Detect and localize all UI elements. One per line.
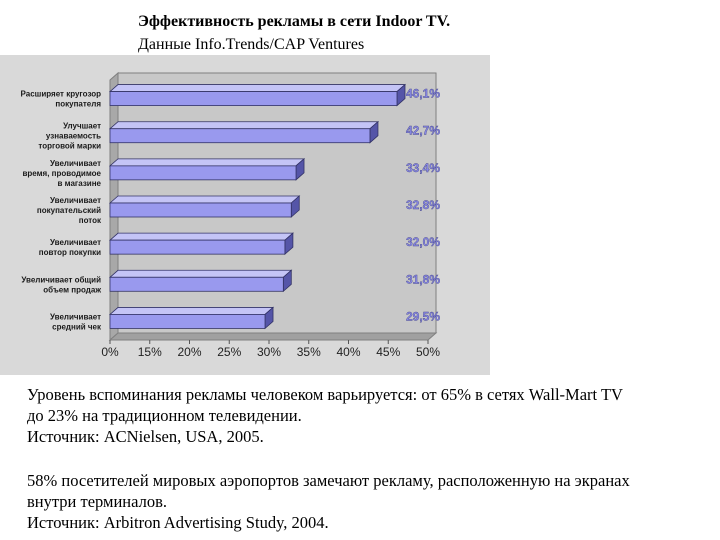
bar-value-label: 42,7%	[406, 124, 440, 138]
note-airports: 58% посетителей мировых аэропортов замеч…	[27, 470, 707, 533]
x-tick-label: 35%	[297, 345, 321, 359]
bar-top	[108, 232, 294, 241]
x-tick-label: 20%	[177, 345, 201, 359]
category-label: Увеличивает	[50, 238, 101, 247]
x-tick-label: 30%	[257, 345, 281, 359]
bar-value-label: 32,0%	[406, 235, 440, 249]
bar	[109, 91, 398, 106]
category-label: объем продаж	[43, 285, 101, 294]
category-label: покупателя	[55, 100, 101, 109]
bar-top	[108, 307, 275, 315]
note-recall-source: Источник: ACNielsen, USA, 2005.	[27, 427, 264, 446]
bar-top	[108, 269, 293, 278]
note-recall-line: Уровень вспоминания рекламы человеком ва…	[27, 385, 623, 404]
bar-top	[108, 84, 407, 92]
x-tick-label: 40%	[336, 345, 360, 359]
x-tick-label: 15%	[138, 345, 162, 359]
bar	[109, 276, 284, 292]
note-recall-line: до 23% на традиционном телевидении.	[27, 406, 302, 425]
bar-value-label: 29,5%	[406, 309, 440, 323]
bar-value-label: 32,8%	[406, 198, 440, 212]
category-label: торговой марки	[38, 142, 101, 151]
note-airports-source: Источник: Arbitron Advertising Study, 20…	[27, 513, 329, 532]
bar	[109, 202, 292, 218]
bar-value-label: 31,8%	[406, 272, 440, 286]
page-header: Эффективность рекламы в сети Indoor TV. …	[138, 10, 450, 56]
category-label: Увеличивает	[50, 196, 101, 205]
category-label: покупательский	[37, 206, 101, 215]
x-tick-label: 50%	[416, 345, 440, 359]
page-title: Эффективность рекламы в сети Indoor TV.	[138, 13, 451, 30]
category-label: Увеличивает	[50, 159, 101, 168]
note-airports-line: 58% посетителей мировых аэропортов замеч…	[27, 471, 630, 490]
note-recall: Уровень вспоминания рекламы человеком ва…	[27, 384, 707, 447]
category-label: Расширяет кругозор	[21, 90, 102, 99]
category-label: Улучшает	[63, 122, 101, 131]
bar-top	[108, 121, 380, 130]
bar-top	[108, 158, 306, 167]
bar	[109, 165, 297, 181]
category-label: Увеличивает общий	[21, 275, 101, 284]
category-label: поток	[79, 216, 102, 225]
x-tick-label: 25%	[217, 345, 241, 359]
bar-value-label: 33,4%	[406, 161, 440, 175]
bar	[109, 314, 266, 329]
bar	[109, 128, 371, 144]
bar-chart: 46,1% Расширяет кругозор покупателя 42,7% Ул…	[0, 55, 490, 375]
category-label: Увеличивает	[50, 312, 101, 321]
x-tick-label: 0%	[101, 345, 119, 359]
category-label: средний чек	[52, 322, 102, 331]
x-tick-label: 45%	[376, 345, 400, 359]
page-subtitle: Данные Info.Trends/CAP Ventures	[138, 36, 365, 53]
category-label: узнаваемость	[46, 132, 101, 141]
category-label: повтор покупки	[39, 248, 101, 257]
bar-value-label: 46,1%	[406, 87, 440, 101]
note-airports-line: внутри терминалов.	[27, 492, 167, 511]
chart-floor	[108, 332, 438, 341]
bar-top	[108, 195, 301, 204]
category-label: время, проводимое	[22, 169, 101, 178]
category-label: в магазине	[58, 179, 102, 188]
bar	[109, 239, 286, 255]
